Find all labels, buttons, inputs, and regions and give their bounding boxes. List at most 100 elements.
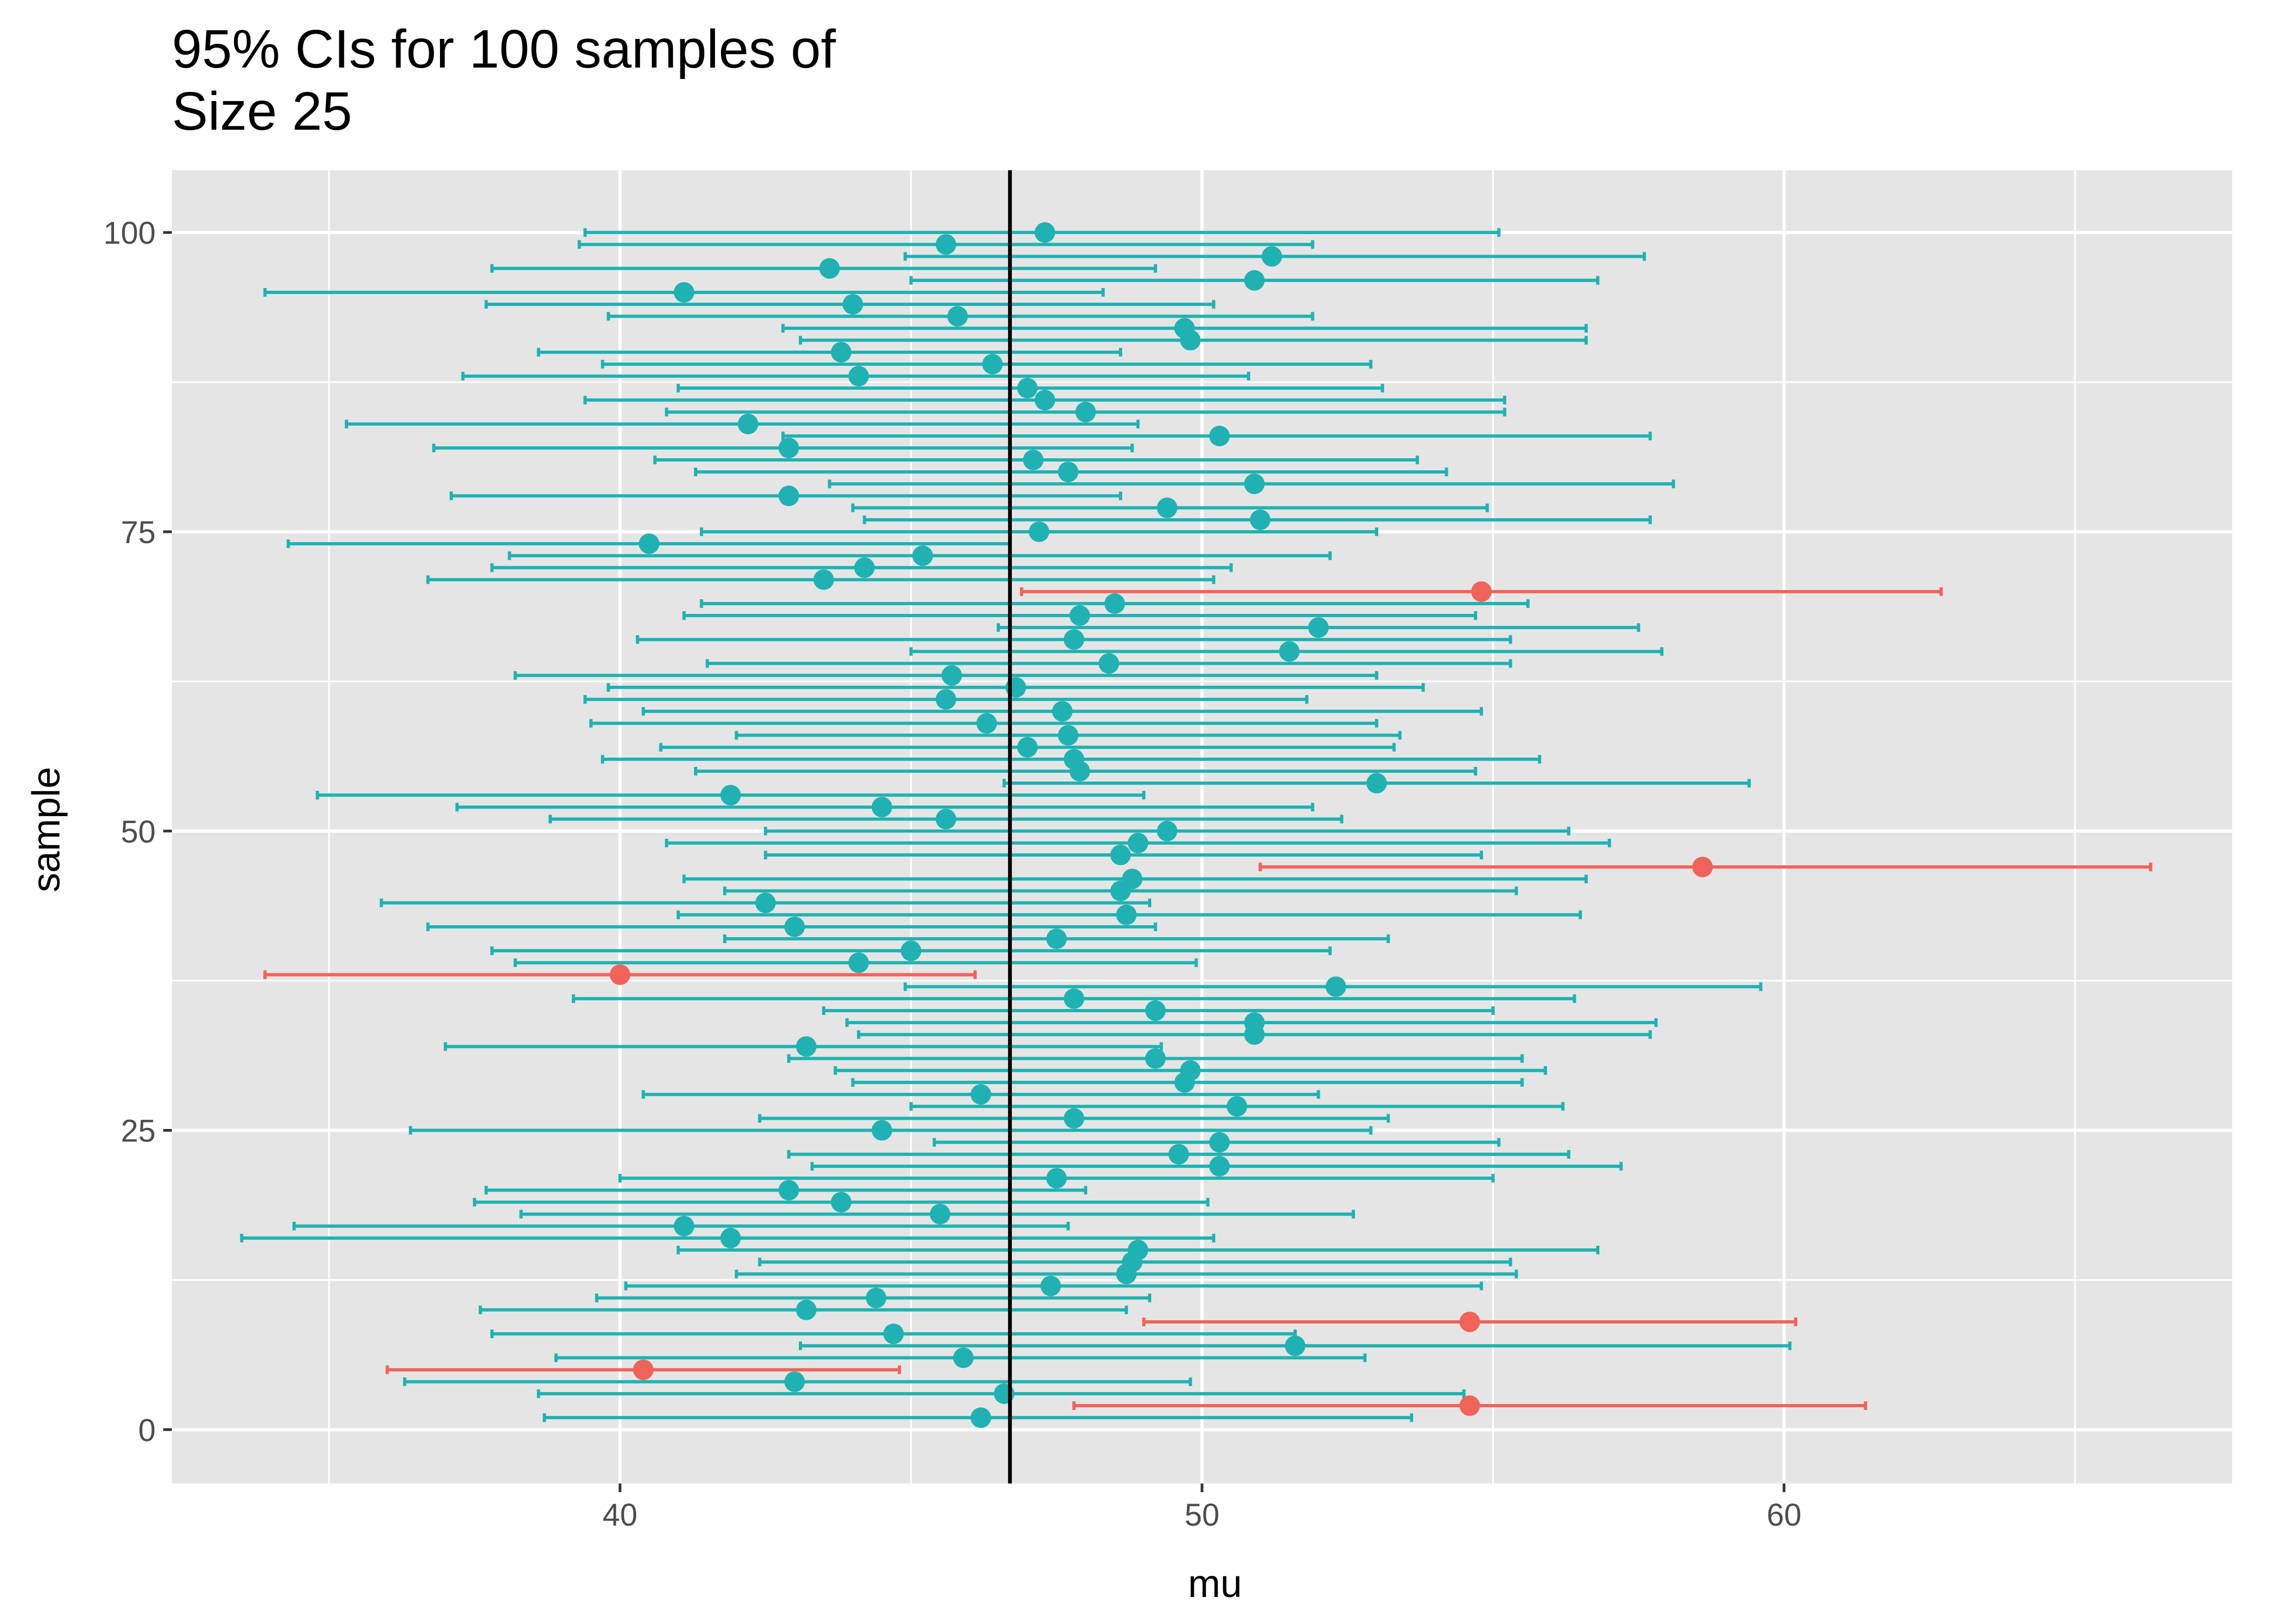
- point-sample-49: [1127, 832, 1149, 853]
- point-sample-42: [784, 916, 805, 937]
- point-sample-27: [1226, 1096, 1247, 1117]
- point-sample-52: [871, 797, 892, 818]
- point-sample-44: [755, 892, 776, 913]
- point-sample-46: [1121, 868, 1143, 890]
- point-sample-59: [976, 713, 997, 734]
- point-sample-56: [1064, 748, 1085, 770]
- point-sample-79: [1244, 473, 1265, 494]
- point-sample-6: [953, 1347, 974, 1368]
- point-sample-36: [1064, 988, 1085, 1009]
- point-sample-5: [633, 1359, 654, 1380]
- point-sample-70: [1471, 581, 1492, 602]
- point-sample-77: [1157, 497, 1178, 518]
- y-axis-title: sample: [25, 767, 68, 892]
- point-sample-9: [1459, 1311, 1480, 1332]
- chart-title-line-1: 95% CIs for 100 samples of: [172, 19, 836, 79]
- point-sample-86: [1034, 390, 1056, 411]
- point-sample-90: [831, 342, 852, 363]
- point-sample-57: [1017, 737, 1038, 758]
- point-sample-96: [1244, 270, 1265, 291]
- point-sample-40: [900, 940, 922, 961]
- point-sample-71: [813, 569, 834, 590]
- point-sample-94: [842, 294, 863, 315]
- interval-sample-90: [537, 347, 1123, 357]
- point-sample-23: [1168, 1144, 1189, 1165]
- point-sample-72: [854, 557, 875, 578]
- point-sample-97: [819, 258, 840, 279]
- y-tick-label: 75: [121, 515, 156, 550]
- point-sample-75: [1029, 521, 1050, 542]
- point-sample-17: [673, 1215, 695, 1237]
- point-layer: [610, 222, 1713, 1428]
- point-sample-99: [936, 234, 957, 255]
- point-sample-84: [738, 413, 759, 435]
- point-sample-4: [784, 1371, 805, 1392]
- point-sample-30: [1180, 1060, 1201, 1081]
- x-tick-label: 40: [603, 1498, 638, 1533]
- point-sample-82: [778, 437, 799, 458]
- point-sample-2: [1459, 1395, 1480, 1416]
- point-sample-21: [1046, 1168, 1067, 1189]
- point-sample-65: [1279, 641, 1300, 662]
- point-sample-43: [1116, 904, 1137, 925]
- point-sample-22: [1209, 1155, 1230, 1177]
- point-sample-83: [1209, 425, 1230, 446]
- point-sample-98: [1261, 246, 1283, 267]
- point-sample-38: [610, 964, 631, 985]
- point-sample-87: [1017, 378, 1038, 399]
- point-sample-39: [848, 952, 869, 973]
- y-tick-label: 50: [121, 814, 156, 850]
- axis-layer: 40 50 60 0 25 50 75 100: [103, 216, 1801, 1533]
- point-sample-11: [865, 1287, 886, 1308]
- point-sample-15: [1127, 1240, 1149, 1261]
- point-sample-50: [1157, 820, 1178, 841]
- point-sample-100: [1034, 222, 1056, 243]
- y-tick-label: 25: [121, 1114, 156, 1149]
- point-sample-66: [1064, 629, 1085, 650]
- point-sample-60: [1052, 701, 1073, 722]
- point-sample-58: [1058, 725, 1079, 746]
- point-sample-19: [831, 1192, 852, 1213]
- point-sample-37: [1325, 976, 1346, 997]
- point-sample-10: [796, 1299, 817, 1320]
- y-tick-label: 0: [138, 1413, 156, 1448]
- point-sample-81: [1023, 450, 1044, 471]
- x-tick-label: 50: [1185, 1498, 1220, 1533]
- point-sample-68: [1069, 605, 1090, 626]
- point-sample-73: [912, 545, 933, 566]
- point-sample-63: [941, 665, 962, 686]
- point-sample-25: [871, 1120, 892, 1141]
- point-sample-32: [796, 1036, 817, 1057]
- point-sample-93: [947, 306, 968, 327]
- point-sample-26: [1064, 1108, 1085, 1129]
- point-sample-51: [936, 808, 957, 830]
- point-sample-18: [930, 1204, 951, 1225]
- point-sample-88: [848, 366, 869, 387]
- point-sample-67: [1308, 617, 1329, 638]
- point-sample-61: [936, 689, 957, 710]
- chart-title-line-2: Size 25: [172, 81, 352, 142]
- point-sample-76: [1250, 509, 1271, 530]
- point-sample-16: [720, 1227, 741, 1248]
- point-sample-35: [1145, 1000, 1166, 1021]
- point-sample-95: [673, 282, 695, 303]
- point-sample-12: [1040, 1275, 1061, 1296]
- point-sample-34: [1244, 1012, 1265, 1033]
- point-sample-78: [778, 485, 799, 506]
- point-sample-53: [720, 785, 741, 806]
- point-sample-64: [1098, 653, 1119, 674]
- x-tick-label: 60: [1767, 1498, 1802, 1533]
- point-sample-24: [1209, 1132, 1230, 1153]
- point-sample-20: [778, 1180, 799, 1201]
- point-sample-8: [883, 1324, 904, 1345]
- point-sample-47: [1692, 857, 1713, 878]
- point-sample-92: [1174, 318, 1195, 339]
- point-sample-48: [1110, 845, 1131, 866]
- point-sample-54: [1366, 773, 1387, 794]
- point-sample-28: [970, 1084, 991, 1105]
- point-sample-31: [1145, 1048, 1166, 1069]
- point-sample-74: [639, 533, 660, 554]
- x-axis-title: mu: [1188, 1562, 1242, 1606]
